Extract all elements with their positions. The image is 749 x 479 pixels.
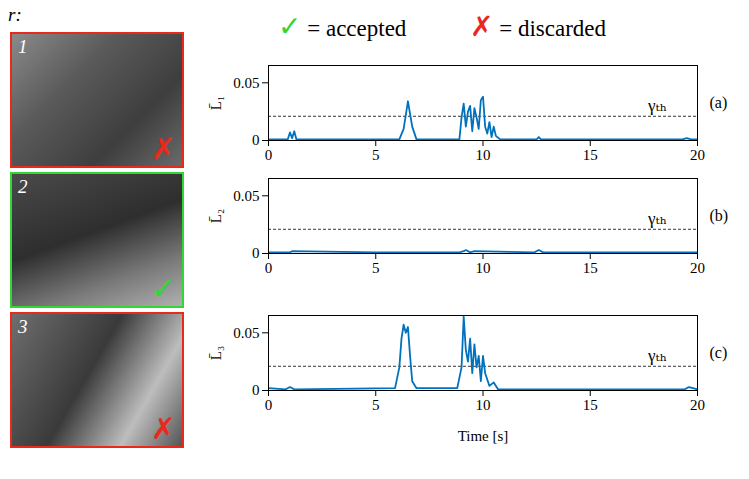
svg-text:γₜₕ: γₜₕ	[647, 96, 667, 115]
html-text:3: 3	[18, 316, 28, 337]
svg-text:0: 0	[252, 245, 260, 261]
svg-text:5: 5	[372, 260, 380, 276]
svg-text:0: 0	[265, 147, 273, 163]
svg-text:(b): (b)	[710, 207, 729, 225]
svg-text:5: 5	[372, 397, 380, 413]
svg-text:(a): (a)	[710, 94, 728, 112]
svg-text:0: 0	[252, 382, 260, 398]
svg-text:0.05: 0.05	[233, 75, 259, 91]
svg-text:15: 15	[583, 260, 598, 276]
svg-text:20: 20	[690, 260, 705, 276]
html-text:✗= discarded: ✗= discarded	[470, 10, 607, 43]
svg-text:0: 0	[252, 132, 260, 148]
svg-text:L̄₂: L̄₂	[208, 209, 224, 223]
svg-text:γₜₕ: γₜₕ	[647, 209, 667, 228]
svg-text:0: 0	[265, 397, 273, 413]
svg-text:L̄₁: L̄₁	[208, 96, 224, 110]
svg-text:Time [s]: Time [s]	[458, 428, 509, 444]
html-text:r:: r:	[8, 4, 22, 25]
svg-text:5: 5	[372, 147, 380, 163]
html-text:1: 1	[18, 36, 28, 57]
svg-text:10: 10	[476, 147, 491, 163]
svg-text:15: 15	[583, 147, 598, 163]
svg-text:0.05: 0.05	[233, 325, 259, 341]
html-text:2: 2	[18, 176, 28, 197]
svg-text:L̄₃: L̄₃	[208, 346, 224, 360]
svg-text:20: 20	[690, 397, 705, 413]
svg-text:10: 10	[476, 397, 491, 413]
svg-text:0.05: 0.05	[233, 188, 259, 204]
svg-text:20: 20	[690, 147, 705, 163]
svg-text:0: 0	[265, 260, 273, 276]
svg-text:10: 10	[476, 260, 491, 276]
svg-text:15: 15	[583, 397, 598, 413]
svg-text:γₜₕ: γₜₕ	[647, 346, 667, 365]
svg-text:(c): (c)	[710, 344, 728, 362]
html-text:✓= accepted: ✓= accepted	[278, 10, 407, 43]
